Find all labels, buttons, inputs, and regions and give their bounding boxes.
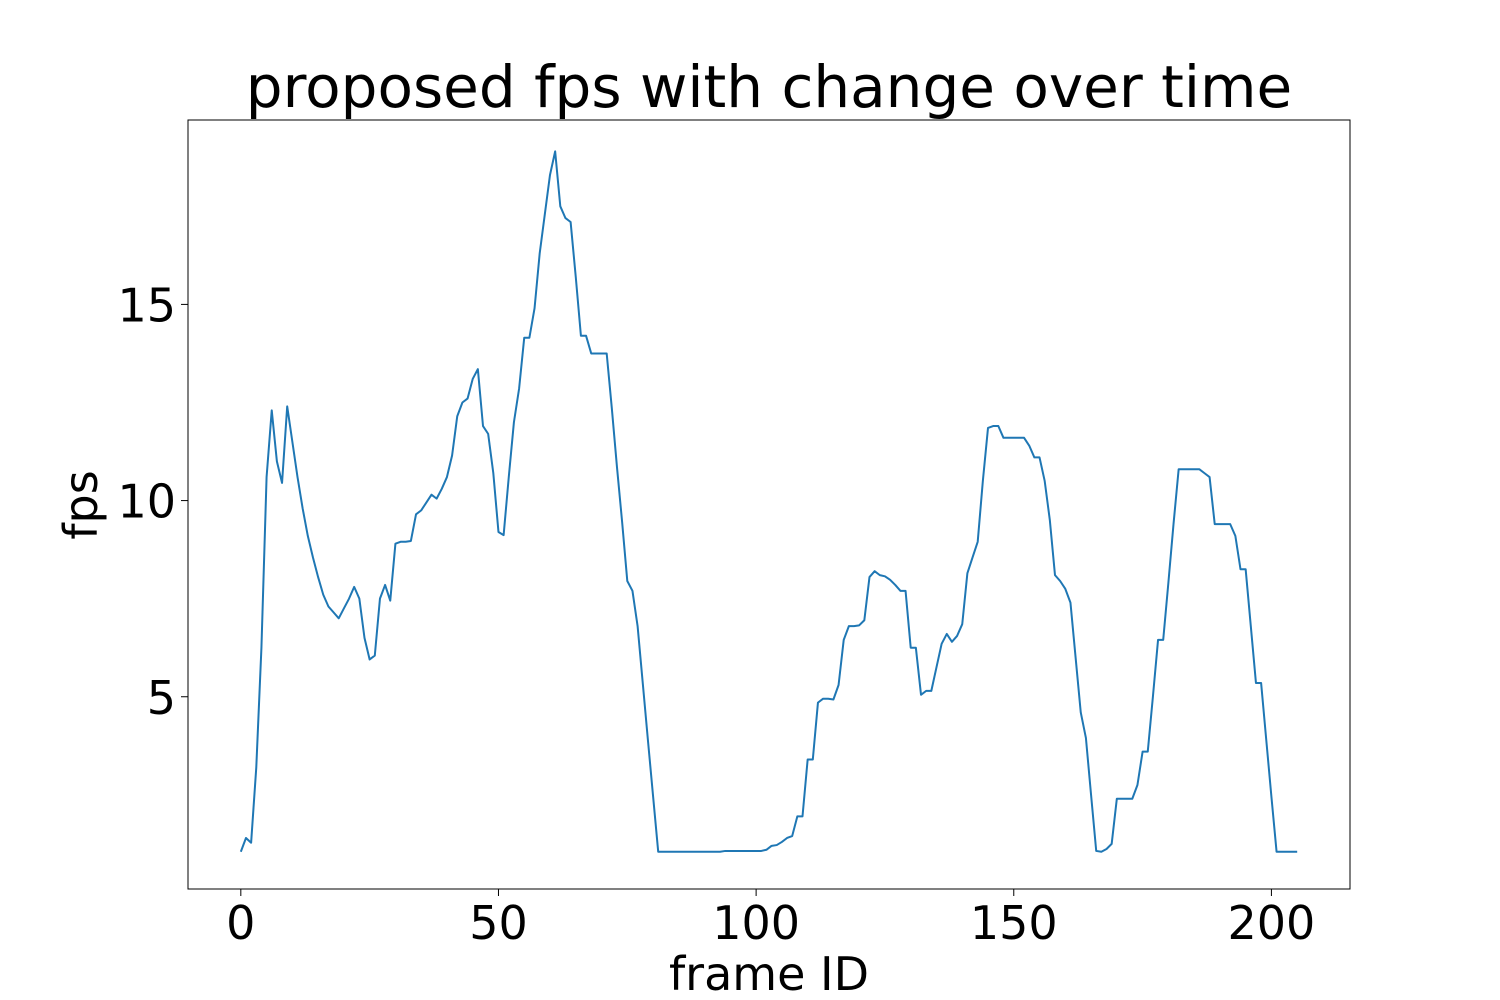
data-line [239,150,1298,853]
x-tick-label: 50 [469,896,528,950]
x-tick-label: 0 [226,896,255,950]
y-axis-label: fps [54,470,108,539]
x-tick-label: 100 [712,896,800,950]
x-tick-label: 200 [1228,896,1316,950]
y-tick-label: 10 [117,475,176,529]
x-axis-label: frame ID [669,947,869,1000]
chart-title: proposed fps with change over time [246,53,1292,121]
plot-frame [187,119,1351,890]
x-tick-label: 150 [970,896,1058,950]
y-tick-label: 15 [117,278,176,332]
y-tick-label: 5 [147,671,176,725]
